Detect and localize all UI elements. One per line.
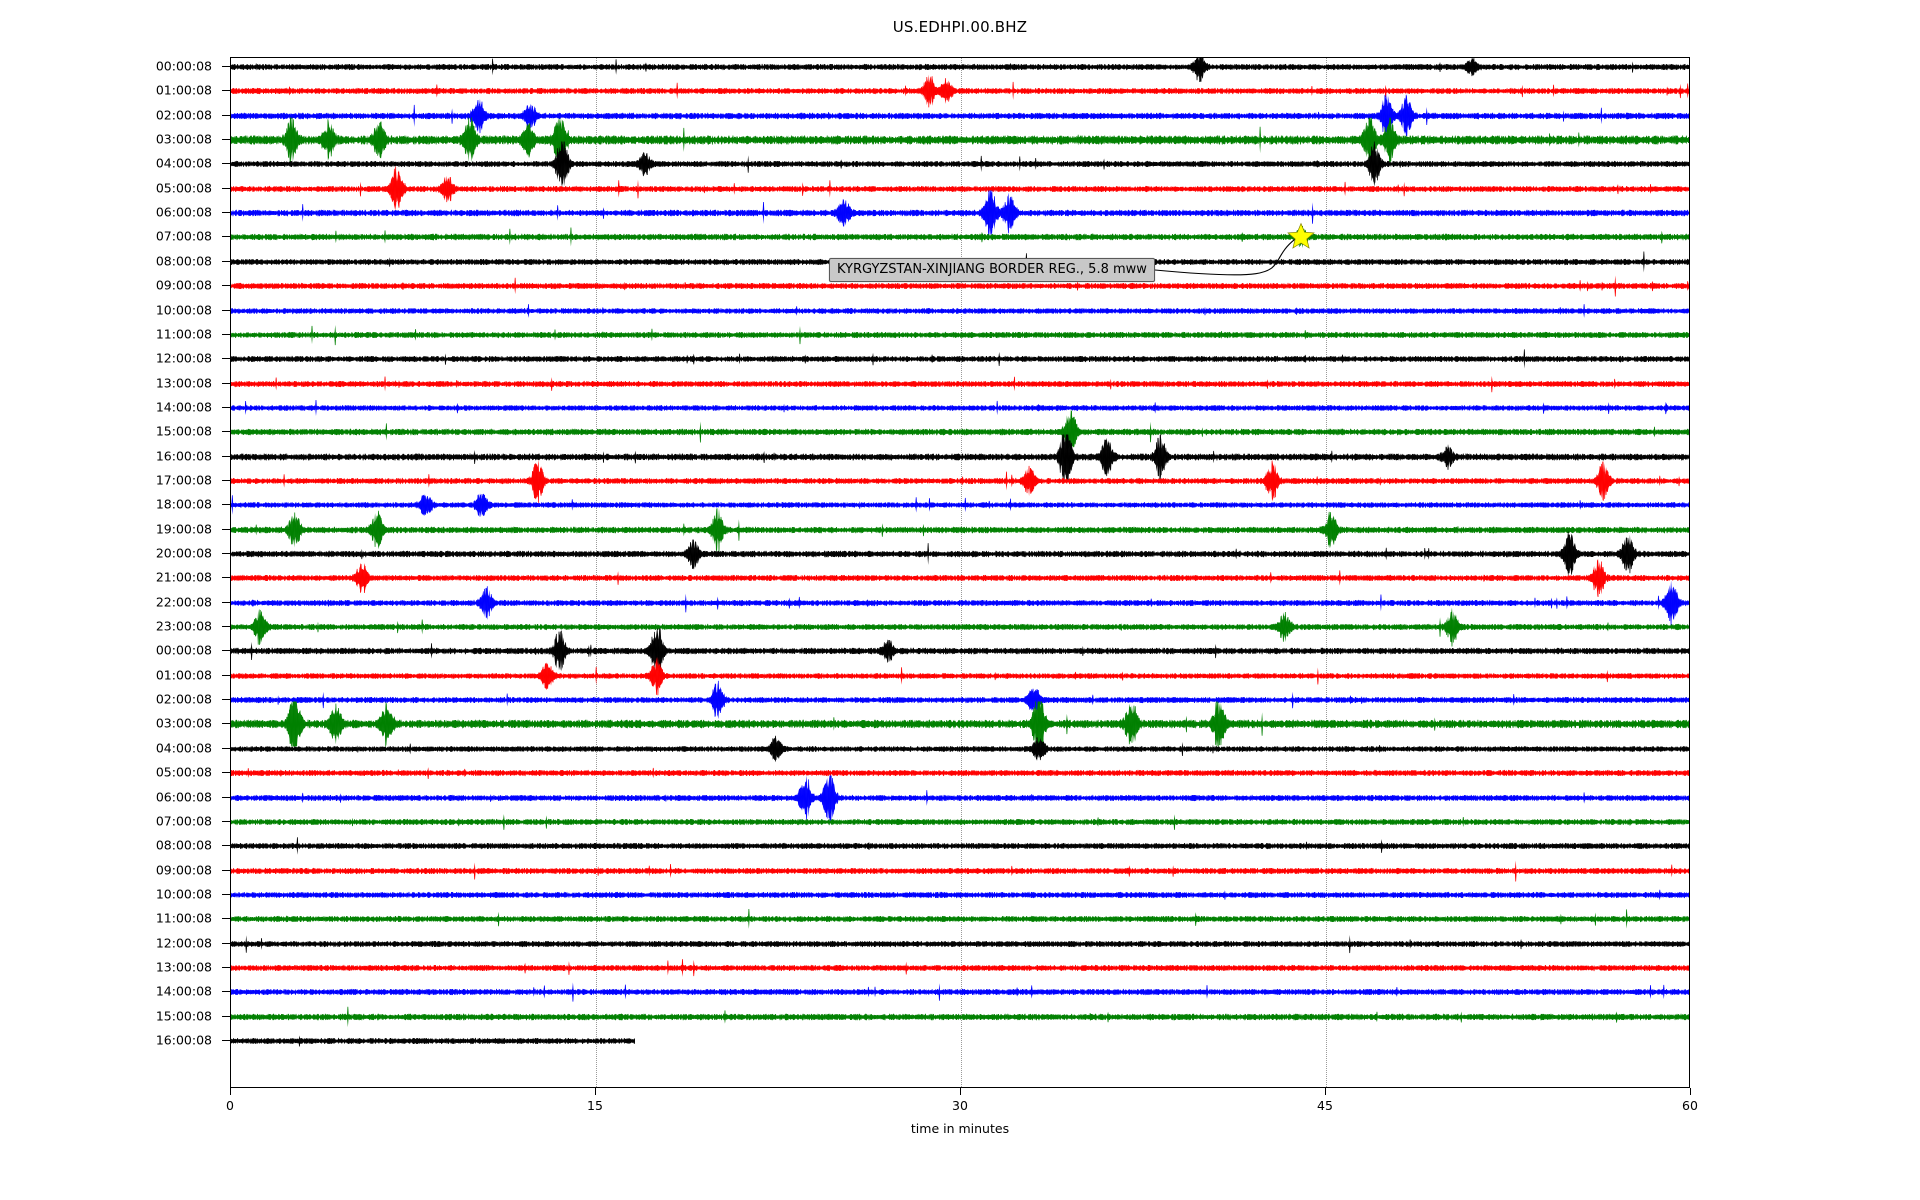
x-axis-tick-mark [1690, 1088, 1691, 1095]
event-annotation-label: KYRGYZSTAN-XINJIANG BORDER REG., 5.8 mww [829, 258, 1155, 282]
x-axis-tick-label: 30 [952, 1098, 968, 1113]
x-axis-tick-label: 45 [1317, 1098, 1333, 1113]
x-axis-tick-mark [230, 1088, 231, 1095]
x-axis-tick-label: 0 [226, 1098, 234, 1113]
x-axis-tick-mark [1325, 1088, 1326, 1095]
x-axis-tick-mark [595, 1088, 596, 1095]
x-axis-tick-label: 15 [587, 1098, 603, 1113]
x-axis-title: time in minutes [230, 1121, 1690, 1136]
x-axis-tick-label: 60 [1682, 1098, 1698, 1113]
x-axis-tick-mark [960, 1088, 961, 1095]
